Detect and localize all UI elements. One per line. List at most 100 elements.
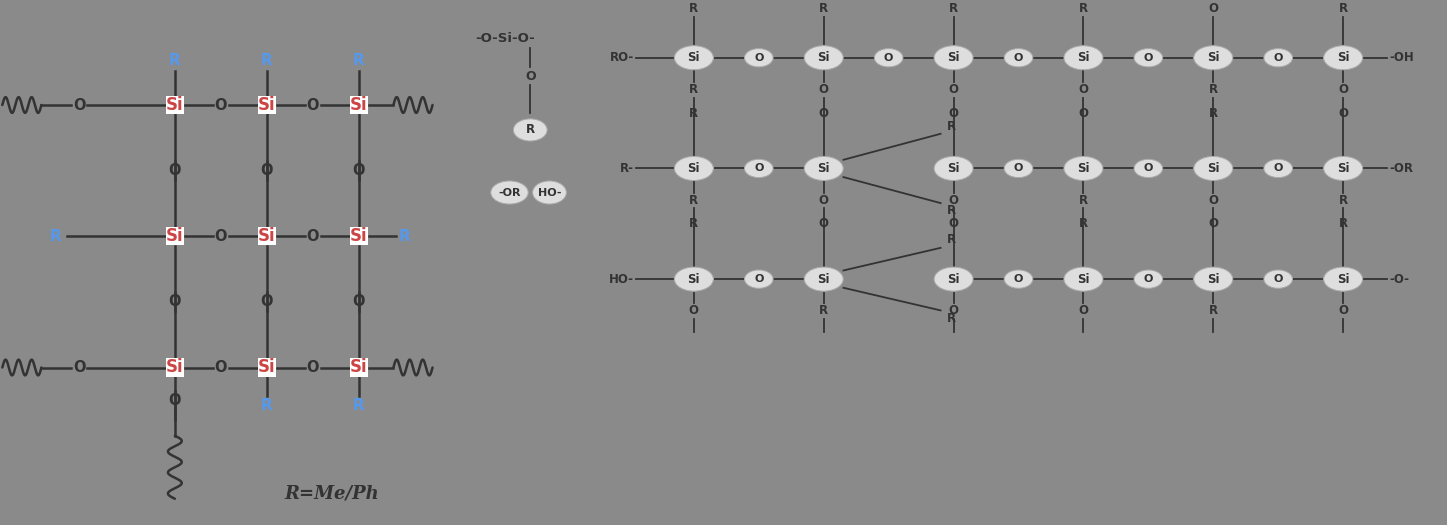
Text: R: R	[689, 107, 699, 120]
Text: Si: Si	[818, 51, 831, 64]
Ellipse shape	[1324, 46, 1363, 70]
Ellipse shape	[514, 119, 547, 141]
Text: O: O	[1014, 52, 1023, 63]
Text: R: R	[525, 123, 535, 136]
Ellipse shape	[1263, 49, 1292, 67]
Text: R: R	[946, 120, 955, 133]
Text: O: O	[1208, 194, 1218, 207]
Text: O: O	[72, 360, 85, 375]
Text: O: O	[307, 229, 320, 244]
Text: O: O	[819, 217, 829, 230]
Text: R: R	[399, 229, 411, 244]
Ellipse shape	[805, 156, 844, 181]
Text: R: R	[946, 204, 955, 217]
Text: O: O	[949, 194, 958, 207]
Text: Si: Si	[1077, 272, 1090, 286]
Text: Si: Si	[350, 227, 368, 245]
Text: Si: Si	[687, 51, 700, 64]
Text: R: R	[260, 53, 273, 68]
Text: R: R	[169, 53, 181, 68]
Ellipse shape	[745, 270, 773, 288]
Text: O: O	[949, 107, 958, 120]
Text: Si: Si	[687, 272, 700, 286]
Text: R: R	[946, 233, 955, 246]
Text: O: O	[72, 98, 85, 112]
Text: Si: Si	[1337, 162, 1350, 175]
Text: O: O	[754, 274, 764, 284]
Text: R: R	[689, 83, 699, 96]
Text: O: O	[307, 360, 320, 375]
Text: O: O	[214, 98, 227, 112]
Text: O: O	[1208, 217, 1218, 230]
Ellipse shape	[491, 181, 528, 204]
Text: O: O	[819, 194, 829, 207]
Text: R: R	[819, 304, 828, 318]
Text: O: O	[1338, 304, 1349, 318]
Text: -O-Si-O-: -O-Si-O-	[476, 32, 535, 45]
Text: R: R	[946, 312, 955, 325]
Text: R: R	[689, 2, 699, 15]
Text: O: O	[754, 52, 764, 63]
Ellipse shape	[1194, 156, 1233, 181]
Text: O: O	[1273, 52, 1283, 63]
Text: Si: Si	[1077, 162, 1090, 175]
Text: O: O	[1078, 83, 1088, 96]
Ellipse shape	[674, 267, 713, 291]
Text: Si: Si	[258, 359, 276, 376]
Text: R: R	[49, 229, 61, 244]
Text: RO-: RO-	[609, 51, 634, 64]
Text: R: R	[689, 217, 699, 230]
Text: R: R	[819, 2, 828, 15]
Ellipse shape	[1324, 267, 1363, 291]
Text: O: O	[1273, 274, 1283, 284]
Text: O: O	[353, 163, 365, 178]
Ellipse shape	[1134, 159, 1162, 177]
Text: R: R	[1338, 2, 1347, 15]
Text: Si: Si	[166, 227, 184, 245]
Text: O: O	[353, 295, 365, 309]
Ellipse shape	[935, 156, 972, 181]
Ellipse shape	[745, 159, 773, 177]
Ellipse shape	[805, 267, 844, 291]
Ellipse shape	[532, 181, 566, 204]
Text: O: O	[307, 98, 320, 112]
Text: O: O	[169, 295, 181, 309]
Text: Si: Si	[1077, 51, 1090, 64]
Text: -OR: -OR	[498, 187, 521, 197]
Text: R: R	[1338, 217, 1347, 230]
Text: R: R	[1079, 2, 1088, 15]
Text: R: R	[949, 2, 958, 15]
Text: Si: Si	[350, 96, 368, 114]
Text: R-: R-	[621, 162, 634, 175]
Text: Si: Si	[948, 51, 959, 64]
Text: R: R	[1208, 107, 1218, 120]
Text: Si: Si	[1337, 51, 1350, 64]
Text: O: O	[214, 360, 227, 375]
Ellipse shape	[1004, 270, 1033, 288]
Text: Si: Si	[1207, 162, 1220, 175]
Ellipse shape	[1064, 156, 1103, 181]
Text: O: O	[1014, 163, 1023, 173]
Text: O: O	[1143, 274, 1153, 284]
Text: O: O	[169, 163, 181, 178]
Ellipse shape	[1263, 159, 1292, 177]
Text: Si: Si	[350, 359, 368, 376]
Text: O: O	[1143, 52, 1153, 63]
Text: Si: Si	[948, 272, 959, 286]
Text: R: R	[1208, 83, 1218, 96]
Text: HO-: HO-	[538, 187, 561, 197]
Ellipse shape	[874, 49, 903, 67]
Text: R: R	[1079, 217, 1088, 230]
Ellipse shape	[1064, 46, 1103, 70]
Text: -OH: -OH	[1391, 51, 1415, 64]
Text: O: O	[689, 304, 699, 318]
Ellipse shape	[1194, 267, 1233, 291]
Text: R: R	[353, 53, 365, 68]
Text: O: O	[260, 163, 273, 178]
Text: Si: Si	[818, 162, 831, 175]
Ellipse shape	[674, 46, 713, 70]
Text: O: O	[1208, 2, 1218, 15]
Text: O: O	[754, 163, 764, 173]
Text: O: O	[1338, 83, 1349, 96]
Text: R: R	[1338, 194, 1347, 207]
